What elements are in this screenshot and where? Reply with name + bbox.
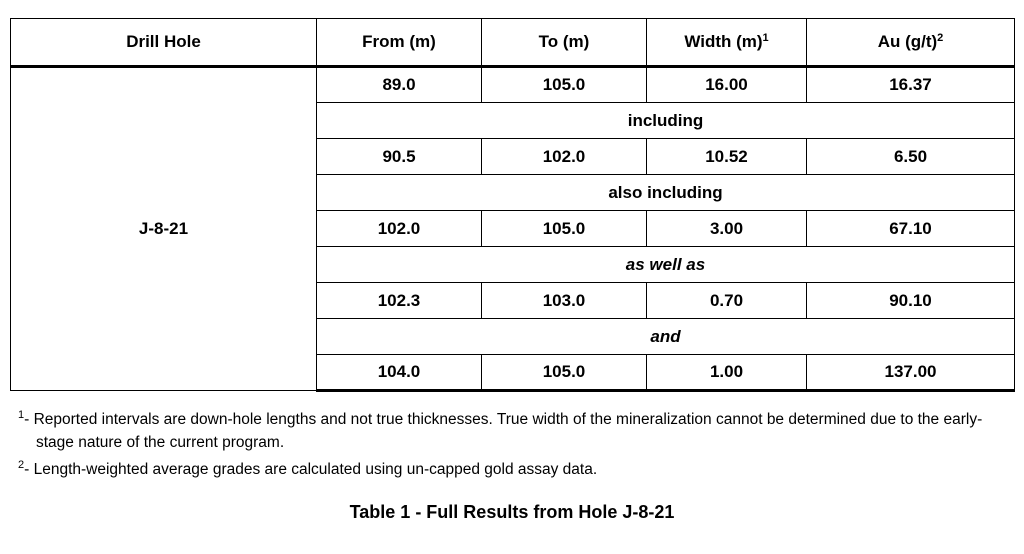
data-cell: 102.0	[316, 210, 482, 247]
data-cell: 89.0	[316, 66, 482, 103]
header-cell: Drill Hole	[10, 18, 317, 68]
data-cell: 137.00	[806, 354, 1015, 392]
data-cell: 10.52	[646, 138, 807, 175]
data-cell: 1.00	[646, 354, 807, 392]
table-row: 102.3 103.0 0.70 90.10	[11, 282, 1015, 319]
table-body: J-8-21 89.0 105.0 16.00 16.37 including 90.5 10…	[10, 66, 1015, 392]
data-cell: 105.0	[481, 210, 647, 247]
data-cell: 16.00	[646, 66, 807, 103]
caption: Table 1 - Full Results from Hole J-8-21	[349, 502, 675, 522]
footnote: 2- Length-weighted average grades are ca…	[18, 454, 1008, 481]
header-cell: To (m)	[481, 18, 647, 68]
table-row: 102.0 105.0 3.00 67.10	[11, 210, 1015, 247]
footnote-mark: 2	[18, 459, 25, 471]
data-cell: 105.0	[481, 66, 647, 103]
data-cell: 105.0	[481, 354, 647, 392]
footnotes: 1- Reported intervals are down-hole leng…	[18, 404, 1008, 481]
separator-cell: as well as	[316, 246, 1015, 283]
table-row: including	[11, 102, 1015, 139]
table-row: also including	[11, 174, 1015, 211]
header-cell: Width (m)1	[646, 18, 807, 68]
drill-hole-cell: J-8-21	[10, 66, 317, 391]
separator-cell: also including	[316, 174, 1015, 211]
footnote-text: - Length-weighted average grades are cal…	[24, 461, 598, 478]
data-cell: 67.10	[806, 210, 1015, 247]
data-cell: 16.37	[806, 66, 1015, 103]
header-note: 1	[762, 32, 769, 44]
data-cell: 90.10	[806, 282, 1015, 319]
data-cell: 0.70	[646, 282, 807, 319]
table-row: J-8-21 89.0 105.0 16.00 16.37	[10, 66, 1015, 391]
data-cell: 3.00	[646, 210, 807, 247]
data-cell: 103.0	[481, 282, 647, 319]
header-cell: Au (g/t)2	[806, 18, 1015, 68]
footnote: 1- Reported intervals are down-hole leng…	[18, 404, 1008, 454]
footnote-text: - Reported intervals are down-hole lengt…	[24, 411, 983, 451]
separator-cell: including	[316, 102, 1015, 139]
data-cell: 6.50	[806, 138, 1015, 175]
results-table: Drill Hole From (m) To (m) Width (m)1 Au (g/…	[10, 18, 1015, 392]
header-note: 2	[937, 32, 944, 44]
separator-cell: and	[316, 318, 1015, 355]
header-text: To (m)	[538, 32, 590, 51]
header-cell: From (m)	[316, 18, 482, 68]
data-cell: 102.3	[316, 282, 482, 319]
data-cell: 104.0	[316, 354, 482, 392]
table-row: 104.0 105.0 1.00 137.00	[11, 354, 1015, 392]
data-cell: 102.0	[481, 138, 647, 175]
table-row: as well as	[11, 246, 1015, 283]
header-row: Drill Hole From (m) To (m) Width (m)1 Au (g/…	[10, 18, 1015, 68]
header-text: Drill Hole	[126, 32, 201, 51]
footnote-mark: 1	[18, 409, 25, 421]
header-text: Au (g/t)	[877, 32, 938, 51]
table-row: 90.5 102.0 10.52 6.50	[11, 138, 1015, 175]
header-text: Width (m)	[684, 32, 763, 51]
data-cell: 90.5	[316, 138, 482, 175]
header-text: From (m)	[362, 32, 436, 51]
